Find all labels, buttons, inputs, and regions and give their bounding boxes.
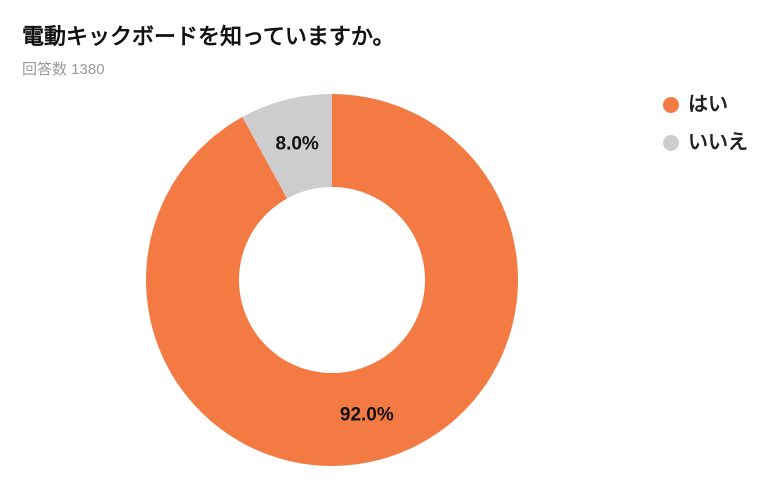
legend-swatch <box>663 97 679 113</box>
legend-label: いいえ <box>688 130 748 153</box>
value-label: 8.0% <box>276 133 319 154</box>
legend-label: はい <box>688 93 728 115</box>
chart-title: 電動キックボードを知っていますか。 <box>22 24 394 49</box>
donut-slice <box>146 94 518 466</box>
value-label: 92.0% <box>340 405 394 426</box>
chart-subtitle: 回答数 1380 <box>22 61 105 78</box>
donut-slice <box>242 94 332 199</box>
legend-swatch <box>663 135 679 151</box>
